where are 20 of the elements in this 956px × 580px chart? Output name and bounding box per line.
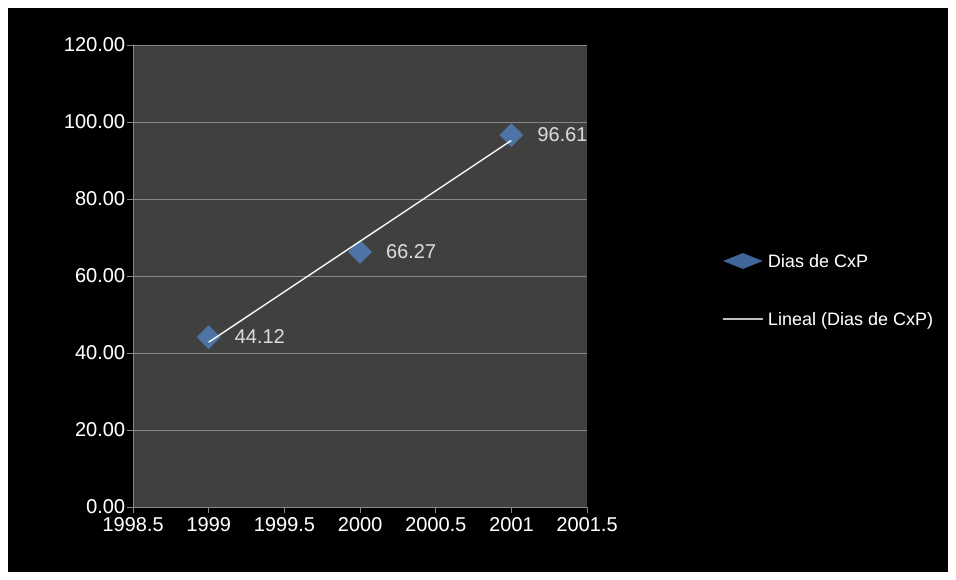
y-tick-label: 80.00 xyxy=(74,188,125,210)
data-label: 66.27 xyxy=(386,240,436,263)
x-tick-label: 2001 xyxy=(489,514,534,536)
point xyxy=(196,325,221,350)
x-tick-label: 1999 xyxy=(186,514,231,536)
y-tick-label: 100.00 xyxy=(64,111,125,133)
point xyxy=(499,123,524,148)
x-tick-label: 2000.5 xyxy=(405,514,466,536)
legend-label: Dias de CxP xyxy=(768,251,868,271)
x-tick-label: 1999.5 xyxy=(254,514,315,536)
y-tick-label: 40.00 xyxy=(74,342,125,364)
x-tick-label: 2000 xyxy=(338,514,382,536)
data-label: 44.12 xyxy=(234,326,285,348)
x-tick-label: 2001.5 xyxy=(556,514,618,536)
y-tick-label: 120.00 xyxy=(64,34,125,56)
data-label: 96.61 xyxy=(537,124,588,146)
point xyxy=(348,240,372,264)
y-tick-label: 20.00 xyxy=(74,419,125,441)
legend-label: Lineal (Dias de CxP) xyxy=(768,309,934,329)
y-tick-label: 60.00 xyxy=(74,265,125,287)
